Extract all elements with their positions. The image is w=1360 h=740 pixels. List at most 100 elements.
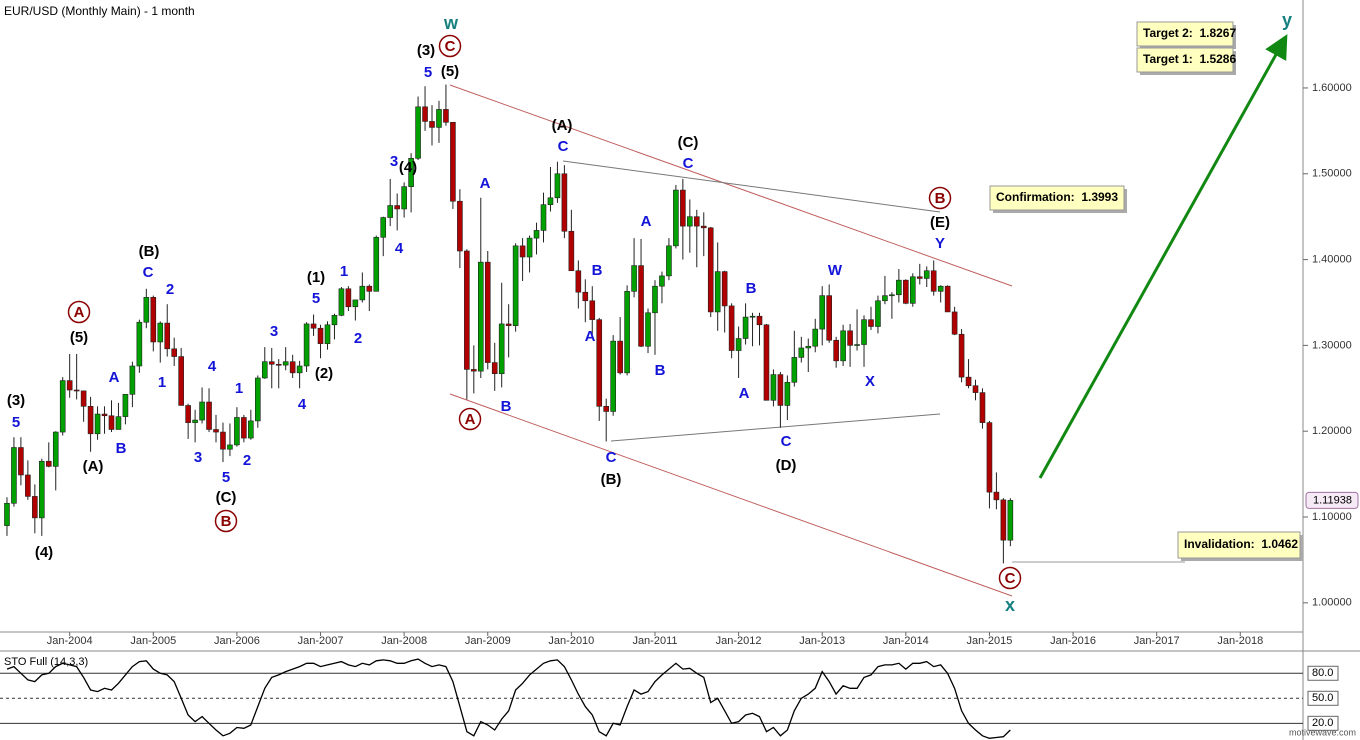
candle-body — [714, 271, 721, 313]
wave-label: B — [746, 280, 757, 297]
candle — [812, 318, 819, 353]
candle — [80, 390, 87, 422]
candle-body — [373, 236, 380, 292]
candle-body — [443, 109, 449, 123]
candle — [680, 178, 686, 260]
candle-body — [645, 312, 651, 347]
wave-label: 5 — [424, 64, 432, 81]
y-tick-label: 1.20000 — [1312, 425, 1352, 437]
candle-body — [477, 261, 484, 372]
wave-label: (4) — [35, 544, 53, 561]
candle — [951, 306, 958, 336]
candle — [345, 286, 352, 312]
candle — [791, 330, 798, 387]
candle — [457, 189, 463, 269]
x-tick-label: Jan-2018 — [1217, 635, 1263, 647]
candle — [199, 387, 205, 424]
candle-body — [268, 361, 275, 365]
wave-label: B — [592, 262, 603, 279]
candle — [213, 414, 219, 443]
candle — [944, 285, 951, 313]
chart-title: EUR/USD (Monthly Main) - 1 month — [4, 4, 195, 18]
candle-body — [199, 401, 205, 421]
candle — [234, 407, 240, 447]
candle — [352, 299, 359, 321]
candle-body — [854, 344, 860, 346]
wave-label: (1) — [307, 269, 325, 286]
candle-body — [234, 417, 240, 446]
wave-circle — [998, 566, 1022, 590]
wave-label: (B) — [139, 243, 160, 260]
candle-body — [833, 339, 839, 362]
note-box — [989, 185, 1125, 211]
candle-body — [450, 121, 456, 202]
candle — [11, 437, 17, 507]
wave-label: B — [221, 513, 232, 530]
candle-body — [18, 447, 24, 476]
candle — [94, 406, 101, 440]
candle — [575, 260, 582, 309]
candle-body — [206, 401, 212, 430]
candle — [387, 178, 394, 227]
candle-body — [505, 323, 512, 326]
candle-body — [889, 294, 895, 297]
wave-label: B — [655, 362, 666, 379]
candle — [289, 354, 296, 378]
x-tick-label: Jan-2006 — [214, 635, 260, 647]
candle-body — [25, 474, 31, 497]
candle — [833, 336, 839, 368]
wave-label: 4 — [208, 358, 217, 375]
candle — [687, 199, 693, 253]
candle-body — [296, 365, 303, 374]
candle — [491, 342, 498, 391]
candle — [296, 360, 303, 389]
candle-body — [213, 429, 219, 433]
candle-body — [1000, 499, 1007, 541]
candle — [52, 431, 59, 491]
candle — [310, 314, 317, 336]
candle — [693, 209, 700, 268]
candle — [1007, 498, 1014, 547]
candle — [861, 315, 867, 367]
wave-label: B — [116, 440, 127, 457]
candle-body — [143, 297, 150, 323]
candle — [763, 323, 770, 401]
candle — [819, 286, 826, 346]
candle — [115, 402, 122, 430]
y-tick-label: 20.0 — [1312, 717, 1333, 729]
wave-circle — [67, 300, 91, 324]
candle-body — [408, 158, 414, 187]
candle — [854, 309, 860, 351]
y-tick-label: 80.0 — [1312, 667, 1333, 679]
x-tick-label: Jan-2015 — [967, 635, 1013, 647]
candle — [673, 184, 679, 249]
candle-body — [993, 491, 1000, 501]
wave-circle — [438, 34, 462, 58]
candle — [206, 388, 212, 433]
candle-body — [39, 460, 45, 519]
candle — [700, 212, 707, 257]
candle-body — [331, 315, 338, 326]
candle — [568, 209, 575, 272]
candle — [903, 279, 909, 305]
wave-label: C — [606, 449, 617, 466]
candle — [519, 238, 526, 282]
candle — [408, 153, 414, 213]
x-tick-label: Jan-2011 — [632, 635, 677, 647]
y-tick-label: 1.60000 — [1312, 82, 1352, 94]
candle-body — [589, 300, 596, 320]
candle-body — [596, 319, 603, 407]
candle — [241, 414, 247, 443]
candle-body — [303, 323, 310, 367]
candle-body — [282, 361, 289, 366]
target-arrow — [1038, 34, 1288, 479]
candle-body — [164, 322, 171, 350]
candle-body — [979, 392, 986, 423]
candle — [540, 192, 547, 243]
candle — [464, 249, 470, 400]
candle-body — [735, 338, 742, 351]
price-tag: 1.11938 — [1313, 494, 1352, 506]
note-text: Target 1: 1.5286 — [1143, 52, 1236, 66]
